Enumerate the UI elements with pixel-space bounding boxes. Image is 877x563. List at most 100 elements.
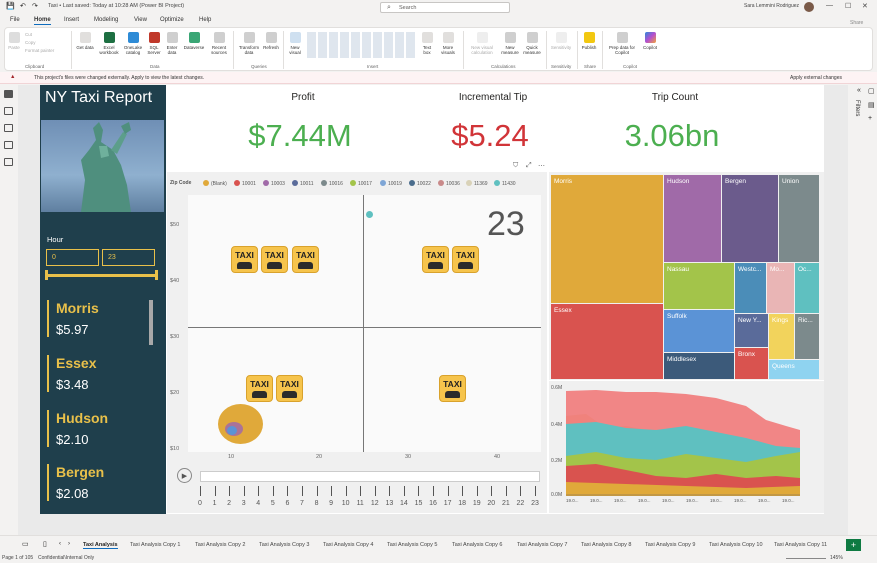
apply-external-changes-button[interactable]: Apply external changes — [790, 75, 842, 81]
page-tab[interactable]: Taxi Analysis Copy 1 — [130, 542, 181, 548]
next-page-icon[interactable]: › — [68, 541, 70, 547]
zoom-level[interactable]: 145% — [830, 555, 843, 561]
hour-max-input[interactable]: 23 — [102, 249, 155, 266]
page-tab[interactable]: Taxi Analysis — [83, 542, 118, 549]
new-visual-calculation-button[interactable]: New visual calculation — [467, 32, 497, 55]
taxi-marker[interactable]: TAXI — [439, 375, 466, 402]
publish-button[interactable]: Publish — [580, 32, 598, 50]
legend-item[interactable]: 11369 — [466, 180, 488, 187]
play-axis-label[interactable]: 15 — [414, 500, 423, 507]
play-axis-label[interactable]: 4 — [256, 500, 261, 507]
sensitivity-button[interactable]: Sensitivity — [549, 32, 573, 50]
taxi-marker[interactable]: TAXI — [231, 246, 258, 273]
play-axis-label[interactable]: 13 — [385, 500, 394, 507]
menu-help[interactable]: Help — [199, 17, 212, 23]
play-axis-label[interactable]: 1 — [212, 500, 217, 507]
legend-item[interactable]: 10001 — [234, 180, 256, 187]
menu-optimize[interactable]: Optimize — [160, 17, 184, 23]
treemap-tile-new-york[interactable]: New Y... — [735, 314, 768, 347]
report-view-icon[interactable] — [4, 90, 13, 98]
page-tab[interactable]: Taxi Analysis Copy 2 — [195, 542, 246, 548]
menu-file[interactable]: File — [10, 17, 20, 23]
page-tab[interactable]: Taxi Analysis Copy 10 — [709, 542, 763, 548]
play-axis-label[interactable]: 19 — [472, 500, 481, 507]
menu-home[interactable]: Home — [34, 17, 51, 25]
city-card-bergen[interactable]: Bergen $2.08 — [47, 464, 147, 501]
hour-slider-track[interactable] — [46, 274, 157, 277]
treemap-tile-essex[interactable]: Essex — [551, 304, 663, 379]
get-data-button[interactable]: Get data — [75, 32, 95, 50]
taxi-marker[interactable]: TAXI — [261, 246, 288, 273]
legend-item[interactable]: 10036 — [438, 180, 460, 187]
undo-icon[interactable]: ↶ — [20, 3, 26, 10]
menu-view[interactable]: View — [134, 17, 147, 23]
excel-workbook-button[interactable]: Excel workbook — [97, 32, 121, 55]
treemap-tile-kings[interactable]: Kings — [769, 314, 794, 359]
play-button[interactable]: ▶ — [177, 468, 192, 483]
transform-data-button[interactable]: Transform data — [237, 32, 261, 55]
copy-button[interactable]: Copy — [25, 40, 36, 45]
play-axis-slider[interactable] — [200, 471, 540, 482]
legend-item[interactable]: 11430 — [494, 180, 516, 187]
recent-sources-button[interactable]: Recent sources — [208, 32, 230, 55]
play-axis-label[interactable]: 6 — [285, 500, 290, 507]
play-axis-label[interactable]: 0 — [198, 500, 202, 507]
close-icon[interactable]: ✕ — [862, 3, 868, 10]
page-tab[interactable]: Taxi Analysis Copy 4 — [323, 542, 374, 548]
mobile-layout-icon[interactable]: ▯ — [43, 541, 47, 548]
maximize-icon[interactable]: ☐ — [845, 3, 852, 10]
play-axis-label[interactable]: 5 — [270, 500, 275, 507]
prev-page-icon[interactable]: ‹ — [59, 541, 61, 547]
treemap-tile-morris[interactable]: Morris — [551, 175, 663, 303]
filter-icon[interactable]: ⛉ — [513, 162, 519, 169]
taxi-marker[interactable]: TAXI — [452, 246, 479, 273]
sql-server-button[interactable]: SQL Server — [146, 32, 162, 55]
play-axis-label[interactable]: 21 — [501, 500, 510, 507]
legend-item[interactable]: 10011 — [292, 180, 314, 187]
stacked-area-chart[interactable] — [566, 386, 802, 496]
menu-modeling[interactable]: Modeling — [94, 17, 119, 23]
refresh-button[interactable]: Refresh — [262, 32, 280, 50]
data-pane-icon[interactable]: ▤ — [868, 102, 875, 109]
visualizations-icon[interactable]: ▢ — [868, 88, 875, 95]
hour-slider-min-handle[interactable] — [45, 270, 48, 280]
share-button[interactable]: Share — [850, 20, 864, 26]
play-axis-label[interactable]: 3 — [241, 500, 246, 507]
legend-item[interactable]: 10022 — [409, 180, 431, 187]
page-tab[interactable]: Taxi Analysis Copy 5 — [387, 542, 438, 548]
page-tab[interactable]: Taxi Analysis Copy 7 — [517, 542, 568, 548]
minimize-icon[interactable]: — — [826, 2, 833, 9]
prep-data-copilot-button[interactable]: Prep data for Copilot — [605, 32, 639, 55]
page-tab[interactable]: Taxi Analysis Copy 9 — [645, 542, 696, 548]
play-axis-label[interactable]: 2 — [227, 500, 232, 507]
play-axis-label[interactable]: 11 — [356, 500, 364, 507]
quick-measure-button[interactable]: Quick measure — [522, 32, 542, 55]
zoom-slider[interactable] — [786, 558, 826, 559]
scatter-point[interactable] — [366, 211, 373, 218]
copilot-button[interactable]: Copilot — [641, 32, 659, 50]
treemap-tile-bergen[interactable]: Bergen — [722, 175, 778, 262]
dax-query-view-icon[interactable] — [4, 141, 13, 149]
taxi-marker[interactable]: TAXI — [422, 246, 449, 273]
search-box[interactable]: ⌕ Search — [380, 2, 510, 13]
page-tab[interactable]: Taxi Analysis Copy 3 — [259, 542, 310, 548]
treemap-tile-bronx[interactable]: Bronx — [735, 348, 768, 379]
page-tab[interactable]: Taxi Analysis Copy 8 — [581, 542, 632, 548]
page-view-icon[interactable]: ▭ — [22, 541, 29, 548]
hour-slider-max-handle[interactable] — [155, 270, 158, 280]
city-list-scrollbar[interactable] — [149, 300, 153, 345]
cut-button[interactable]: Cut — [25, 32, 33, 37]
format-painter-button[interactable]: Format painter — [25, 48, 55, 53]
treemap-tile-westchester[interactable]: Westc... — [735, 263, 766, 313]
filters-label[interactable]: Filters — [854, 100, 860, 117]
text-box-button[interactable]: Text box — [419, 32, 435, 55]
focus-mode-icon[interactable]: ⤢ — [526, 162, 532, 169]
play-axis-label[interactable]: 14 — [400, 500, 408, 507]
table-view-icon[interactable] — [4, 107, 13, 115]
treemap-tile-middlesex[interactable]: Middlesex — [664, 353, 734, 379]
taxi-marker[interactable]: TAXI — [276, 375, 303, 402]
treemap-tile-union[interactable]: Union — [779, 175, 819, 262]
play-axis-label[interactable]: 17 — [443, 500, 452, 507]
legend-item[interactable]: 10017 — [350, 180, 372, 187]
sensitivity-label[interactable]: Confidential\Internal Only — [38, 555, 95, 561]
